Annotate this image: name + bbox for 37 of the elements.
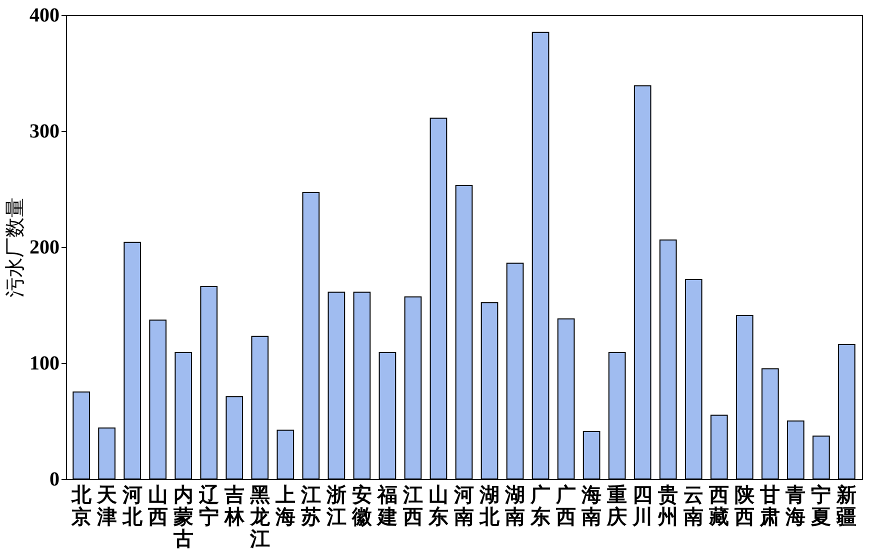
x-tick-label: 天津 (96, 484, 117, 528)
x-tick-label: 山东 (427, 484, 448, 528)
x-tick-label: 陕西 (734, 484, 755, 528)
x-tick-label: 内蒙古 (172, 484, 194, 550)
x-tick-label: 福建 (375, 484, 398, 528)
x-tick-label: 河南 (453, 484, 474, 528)
x-tick-label: 新疆 (836, 484, 857, 528)
x-tick-label: 青海 (784, 484, 806, 528)
x-tick-label: 广东 (530, 484, 551, 528)
x-tick-label: 贵州 (657, 484, 678, 528)
y-tick-label: 400 (30, 4, 60, 26)
x-tick-label: 西藏 (708, 484, 730, 528)
x-tick-label: 甘肃 (759, 484, 780, 528)
x-tick-label: 重庆 (606, 484, 628, 528)
x-tick-label: 四川 (632, 484, 653, 528)
x-tick-label: 辽宁 (198, 484, 219, 528)
x-tick-label: 湖南 (504, 484, 526, 528)
x-tick-label: 黑龙江 (248, 484, 271, 550)
x-tick-label: 江西 (402, 484, 423, 528)
x-tick-label: 北京 (70, 484, 92, 528)
x-tick-label: 河北 (121, 484, 144, 528)
y-tick-label: 300 (30, 120, 60, 142)
x-tick-label: 湖北 (478, 484, 501, 528)
y-tick-label: 100 (30, 352, 60, 374)
y-axis-title: 污水厂数量 (2, 198, 26, 298)
y-tick-label: 200 (30, 236, 60, 258)
x-tick-label: 山西 (146, 484, 168, 528)
x-tick-label: 海南 (580, 484, 602, 528)
x-tick-label: 吉林 (223, 484, 246, 528)
x-tick-label: 云南 (682, 484, 704, 528)
x-tick-label: 宁夏 (810, 484, 832, 528)
y-tick-label: 0 (50, 468, 60, 490)
x-tick-label: 广西 (555, 484, 576, 528)
x-tick-label: 江苏 (300, 484, 321, 528)
x-tick-label: 上海 (274, 484, 296, 528)
x-tick-label: 安徽 (350, 484, 373, 528)
x-tick-label: 浙江 (325, 484, 346, 528)
